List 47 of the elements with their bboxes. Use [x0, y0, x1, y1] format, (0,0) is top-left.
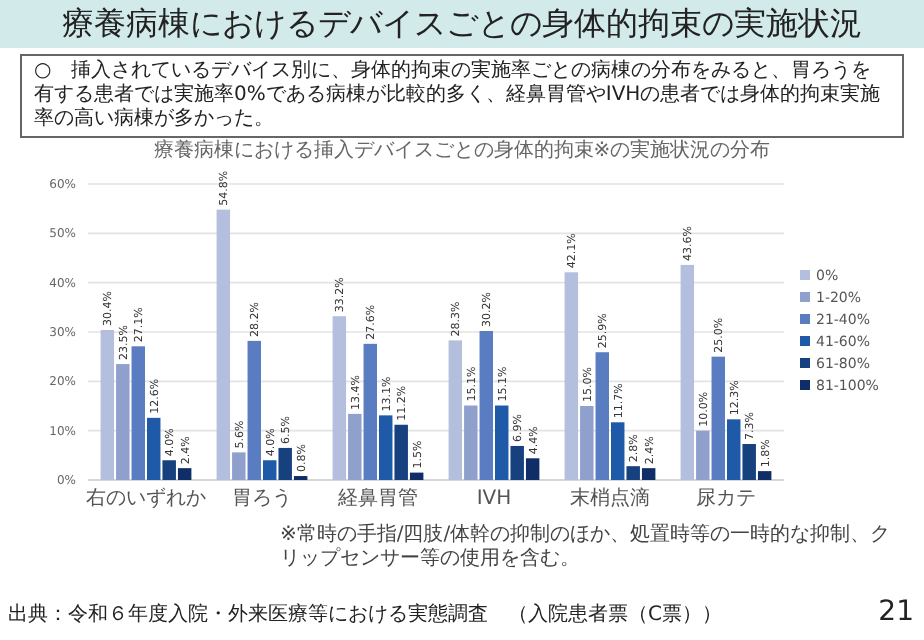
x-tick-label: 右のいずれか: [86, 486, 206, 510]
x-tick-label: 尿カテ: [696, 488, 756, 510]
bar: [100, 330, 115, 480]
bar: [177, 468, 192, 480]
subtitle: 療養病棟における挿入デバイスごとの身体的拘束※の実施状況の分布: [151, 140, 773, 164]
x-tick-label: 末梢点滴: [570, 486, 650, 510]
bar: [464, 405, 478, 480]
bar: [742, 443, 756, 480]
bar: [757, 471, 772, 480]
bar: [394, 424, 408, 480]
bar: [147, 417, 161, 480]
bar: [525, 458, 540, 480]
bar: [247, 340, 261, 480]
bar: [495, 405, 509, 480]
bar: [580, 406, 594, 480]
bar: [711, 356, 725, 480]
bar: [278, 447, 292, 480]
bar: [409, 472, 424, 480]
bar: [263, 460, 277, 480]
bar: [131, 346, 145, 480]
bar: [680, 264, 695, 480]
x-tick-label: 経鼻胃管: [336, 486, 418, 510]
bar: [479, 331, 493, 480]
bar: [448, 340, 463, 480]
bar: [363, 343, 377, 480]
bar: [216, 209, 231, 480]
title: 療養病棟におけるデバイスごとの身体的拘束の実施状況: [0, 0, 924, 48]
bar: [611, 422, 625, 480]
bar: [379, 415, 393, 480]
bar: [510, 445, 524, 480]
bar: [696, 430, 710, 480]
bar: [626, 466, 640, 480]
bar: [595, 352, 609, 480]
annotation: ○ 挿入されているデバイス別に、身体的拘束の実施率ごとの病棟の分布をみると、胃ろうを有する患者では実施率0%である病棟が比較的多く、経鼻胃管やIVHの患者では身体的拘束実施率の高い病棟が多かった。: [20, 54, 904, 138]
bar: [641, 468, 656, 480]
bar: [116, 364, 130, 480]
bar: [232, 452, 246, 480]
x-tick-label: IVH: [476, 488, 512, 510]
annotation: ※常時の手指/四肢/体幹の抑制のほか、処置時等の一時的な抑制、クリップセンサー等の使用を含む。: [280, 524, 893, 572]
bar: [348, 413, 362, 480]
annotation: 21: [876, 596, 914, 628]
bar: [162, 460, 176, 480]
bar: [332, 316, 347, 480]
bar: [727, 419, 741, 480]
annotation: 出典：令和６年度入院・外来医療等における実態調査 （入院患者票（C票））: [8, 604, 724, 628]
bar: [564, 272, 579, 480]
x-tick-label: 胃ろう: [232, 488, 292, 510]
